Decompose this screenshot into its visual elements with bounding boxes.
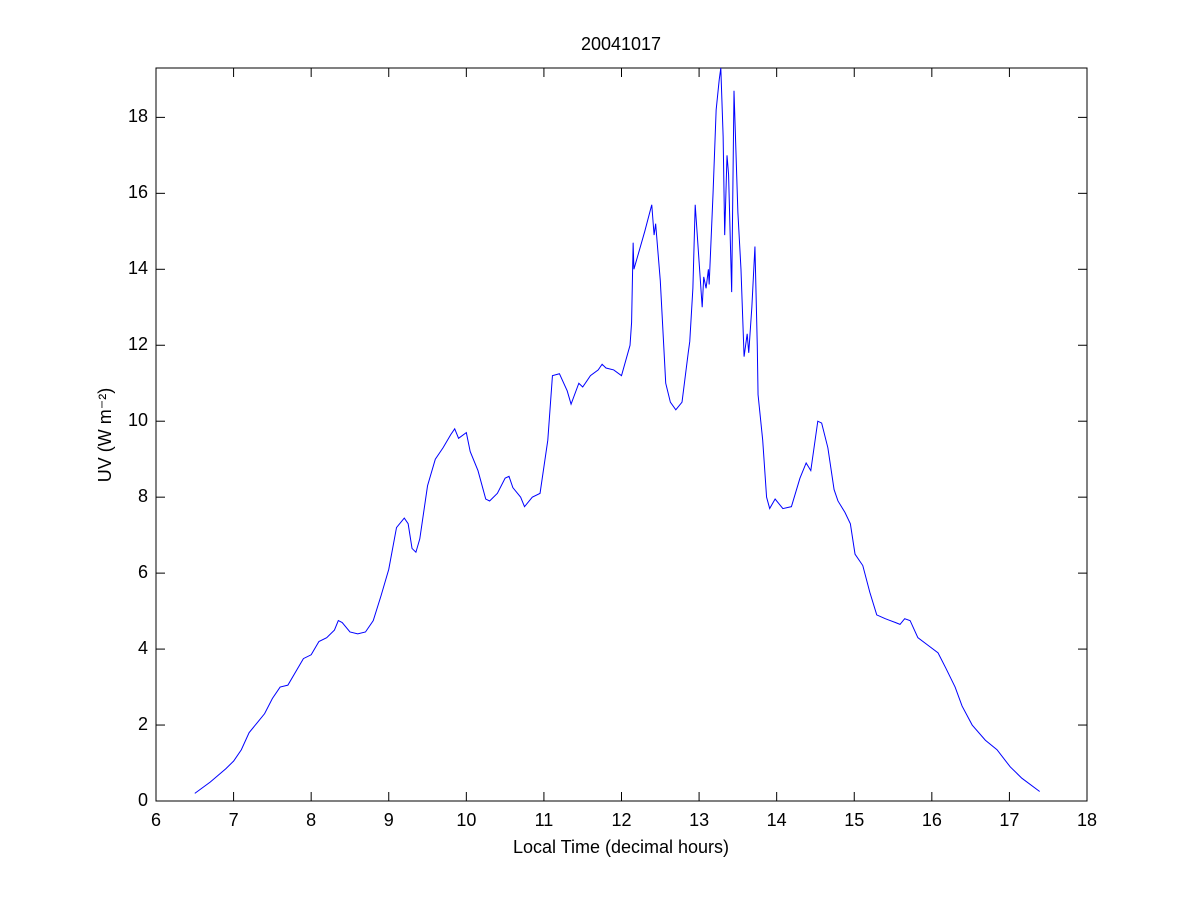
axes-frame [155,67,1088,802]
x-tick-label: 8 [306,810,316,830]
x-tick-label: 15 [844,810,864,830]
data-line [194,67,1040,794]
x-tick-label: 16 [922,810,942,830]
y-tick-label: 18 [128,106,148,126]
y-tick-label: 8 [138,486,148,506]
x-tick-label: 17 [999,810,1019,830]
y-tick-label: 16 [128,182,148,202]
x-tick-label: 10 [456,810,476,830]
y-tick-label: 10 [128,410,148,430]
x-tick-label: 9 [384,810,394,830]
y-tick-label: 0 [138,790,148,810]
y-tick-label: 6 [138,562,148,582]
x-tick-label: 7 [229,810,239,830]
x-tick-label: 12 [611,810,631,830]
x-tick-label: 6 [151,810,161,830]
y-tick-label: 14 [128,258,148,278]
x-tick-label: 18 [1077,810,1097,830]
x-axis-label: Local Time (decimal hours) [513,837,729,857]
x-tick-label: 13 [689,810,709,830]
chart-title: 20041017 [581,34,661,54]
x-tick-label: 11 [535,810,554,830]
y-tick-label: 4 [138,638,148,658]
y-tick-label: 12 [128,334,148,354]
x-tick-label: 14 [767,810,787,830]
y-tick-label: 2 [138,714,148,734]
y-axis-label: UV (W m⁻²) [95,388,115,482]
